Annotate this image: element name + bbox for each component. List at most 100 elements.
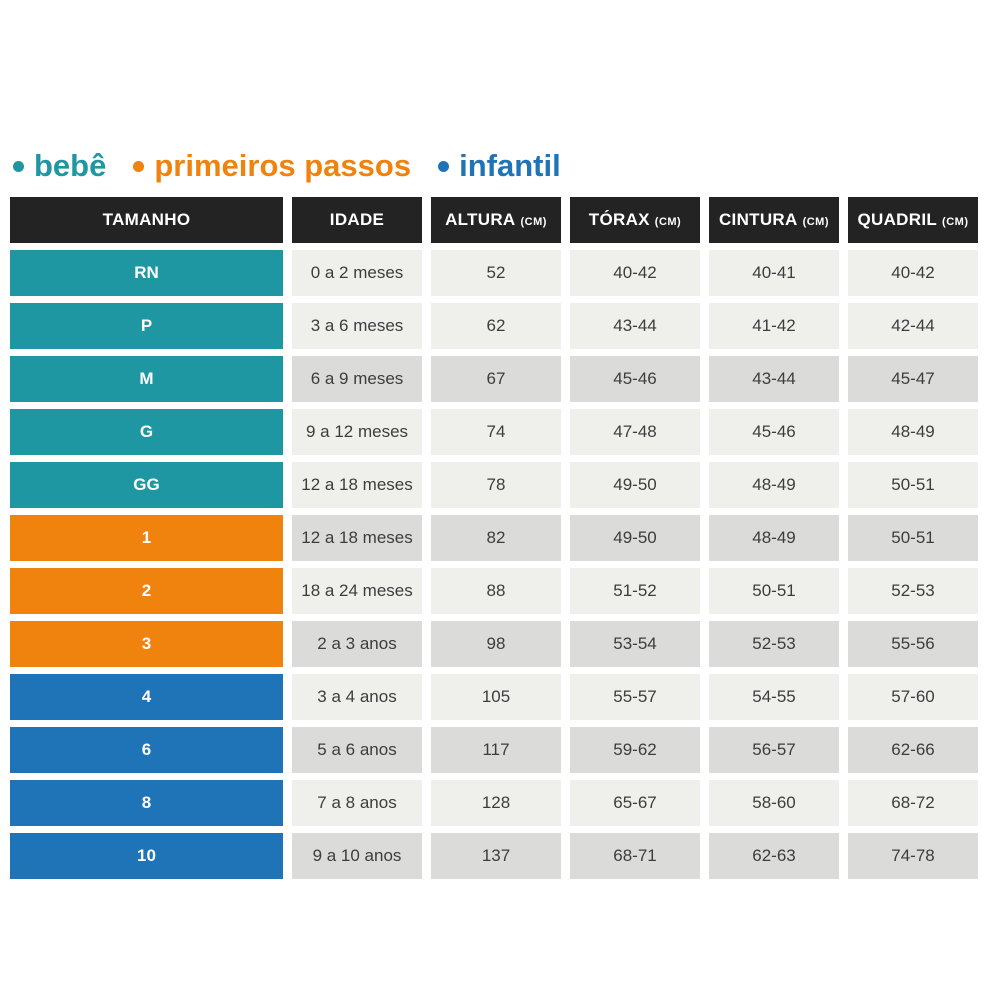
size-cell: P <box>10 303 283 349</box>
age-cell: 3 a 4 anos <box>292 674 422 720</box>
waist-cell: 45-46 <box>709 409 839 455</box>
hip-cell: 62-66 <box>848 727 978 773</box>
waist-cell: 50-51 <box>709 568 839 614</box>
hip-cell: 55-56 <box>848 621 978 667</box>
bullet-dot-icon <box>13 160 24 172</box>
chest-cell: 43-44 <box>570 303 700 349</box>
waist-cell: 58-60 <box>709 780 839 826</box>
header-cell-idade: IDADE <box>292 197 422 243</box>
age-cell: 0 a 2 meses <box>292 250 422 296</box>
hip-cell: 45-47 <box>848 356 978 402</box>
size-cell: GG <box>10 462 283 508</box>
header-cell-tamanho: TAMANHO <box>10 197 283 243</box>
hip-cell: 57-60 <box>848 674 978 720</box>
size-cell: 4 <box>10 674 283 720</box>
age-cell: 9 a 10 anos <box>292 833 422 879</box>
chest-cell: 45-46 <box>570 356 700 402</box>
chest-cell: 49-50 <box>570 462 700 508</box>
age-cell: 7 a 8 anos <box>292 780 422 826</box>
header-cell-torax: TÓRAX (CM) <box>570 197 700 243</box>
header-label: ALTURA <box>445 210 516 229</box>
age-cell: 6 a 9 meses <box>292 356 422 402</box>
height-cell: 98 <box>431 621 561 667</box>
hip-cell: 52-53 <box>848 568 978 614</box>
waist-cell: 52-53 <box>709 621 839 667</box>
legend-label: primeiros passos <box>154 148 412 183</box>
height-cell: 78 <box>431 462 561 508</box>
size-cell: 2 <box>10 568 283 614</box>
height-cell: 105 <box>431 674 561 720</box>
legend-item-primeiros-passos: primeiros passos <box>133 150 411 182</box>
waist-cell: 40-41 <box>709 250 839 296</box>
hip-cell: 48-49 <box>848 409 978 455</box>
age-cell: 2 a 3 anos <box>292 621 422 667</box>
height-cell: 117 <box>431 727 561 773</box>
age-cell: 5 a 6 anos <box>292 727 422 773</box>
header-label: CINTURA <box>718 210 798 229</box>
bullet-dot-icon <box>438 160 450 172</box>
chest-cell: 40-42 <box>570 250 700 296</box>
header-label: TAMANHO <box>102 210 191 229</box>
header-cell-altura: ALTURA (CM) <box>431 197 561 243</box>
waist-cell: 41-42 <box>709 303 839 349</box>
size-cell: 3 <box>10 621 283 667</box>
chest-cell: 53-54 <box>570 621 700 667</box>
header-unit: (CM) <box>802 216 830 228</box>
height-cell: 128 <box>431 780 561 826</box>
header-label: TÓRAX <box>588 210 650 229</box>
size-cell: 6 <box>10 727 283 773</box>
size-cell: G <box>10 409 283 455</box>
legend-label: bebê <box>34 148 107 183</box>
chest-cell: 59-62 <box>570 727 700 773</box>
waist-cell: 43-44 <box>709 356 839 402</box>
waist-cell: 48-49 <box>709 515 839 561</box>
chest-cell: 55-57 <box>570 674 700 720</box>
waist-cell: 56-57 <box>709 727 839 773</box>
bullet-dot-icon <box>133 160 145 172</box>
hip-cell: 40-42 <box>848 250 978 296</box>
age-cell: 18 a 24 meses <box>292 568 422 614</box>
height-cell: 88 <box>431 568 561 614</box>
age-cell: 12 a 18 meses <box>292 462 422 508</box>
size-cell: M <box>10 356 283 402</box>
waist-cell: 48-49 <box>709 462 839 508</box>
legend-item-infantil: infantil <box>438 150 561 182</box>
hip-cell: 74-78 <box>848 833 978 879</box>
chest-cell: 65-67 <box>570 780 700 826</box>
height-cell: 82 <box>431 515 561 561</box>
category-legend: bebê primeiros passos infantil <box>13 150 1000 182</box>
age-cell: 3 a 6 meses <box>292 303 422 349</box>
height-cell: 137 <box>431 833 561 879</box>
header-cell-quadril: QUADRIL (CM) <box>848 197 978 243</box>
chest-cell: 49-50 <box>570 515 700 561</box>
age-cell: 12 a 18 meses <box>292 515 422 561</box>
legend-item-bebe: bebê <box>13 150 106 182</box>
header-unit: (CM) <box>942 216 969 228</box>
size-cell: 8 <box>10 780 283 826</box>
size-cell: 10 <box>10 833 283 879</box>
legend-label: infantil <box>459 148 561 183</box>
header-label: IDADE <box>329 210 385 229</box>
hip-cell: 68-72 <box>848 780 978 826</box>
height-cell: 67 <box>431 356 561 402</box>
waist-cell: 62-63 <box>709 833 839 879</box>
hip-cell: 50-51 <box>848 515 978 561</box>
size-cell: RN <box>10 250 283 296</box>
height-cell: 62 <box>431 303 561 349</box>
hip-cell: 50-51 <box>848 462 978 508</box>
chest-cell: 51-52 <box>570 568 700 614</box>
header-cell-cintura: CINTURA (CM) <box>709 197 839 243</box>
header-unit: (CM) <box>520 216 547 228</box>
height-cell: 52 <box>431 250 561 296</box>
height-cell: 74 <box>431 409 561 455</box>
waist-cell: 54-55 <box>709 674 839 720</box>
chest-cell: 47-48 <box>570 409 700 455</box>
hip-cell: 42-44 <box>848 303 978 349</box>
header-unit: (CM) <box>654 216 682 228</box>
size-table: TAMANHO IDADE ALTURA (CM) TÓRAX (CM) CINTU… <box>10 197 1000 879</box>
header-label: QUADRIL <box>857 210 938 229</box>
age-cell: 9 a 12 meses <box>292 409 422 455</box>
chest-cell: 68-71 <box>570 833 700 879</box>
size-cell: 1 <box>10 515 283 561</box>
